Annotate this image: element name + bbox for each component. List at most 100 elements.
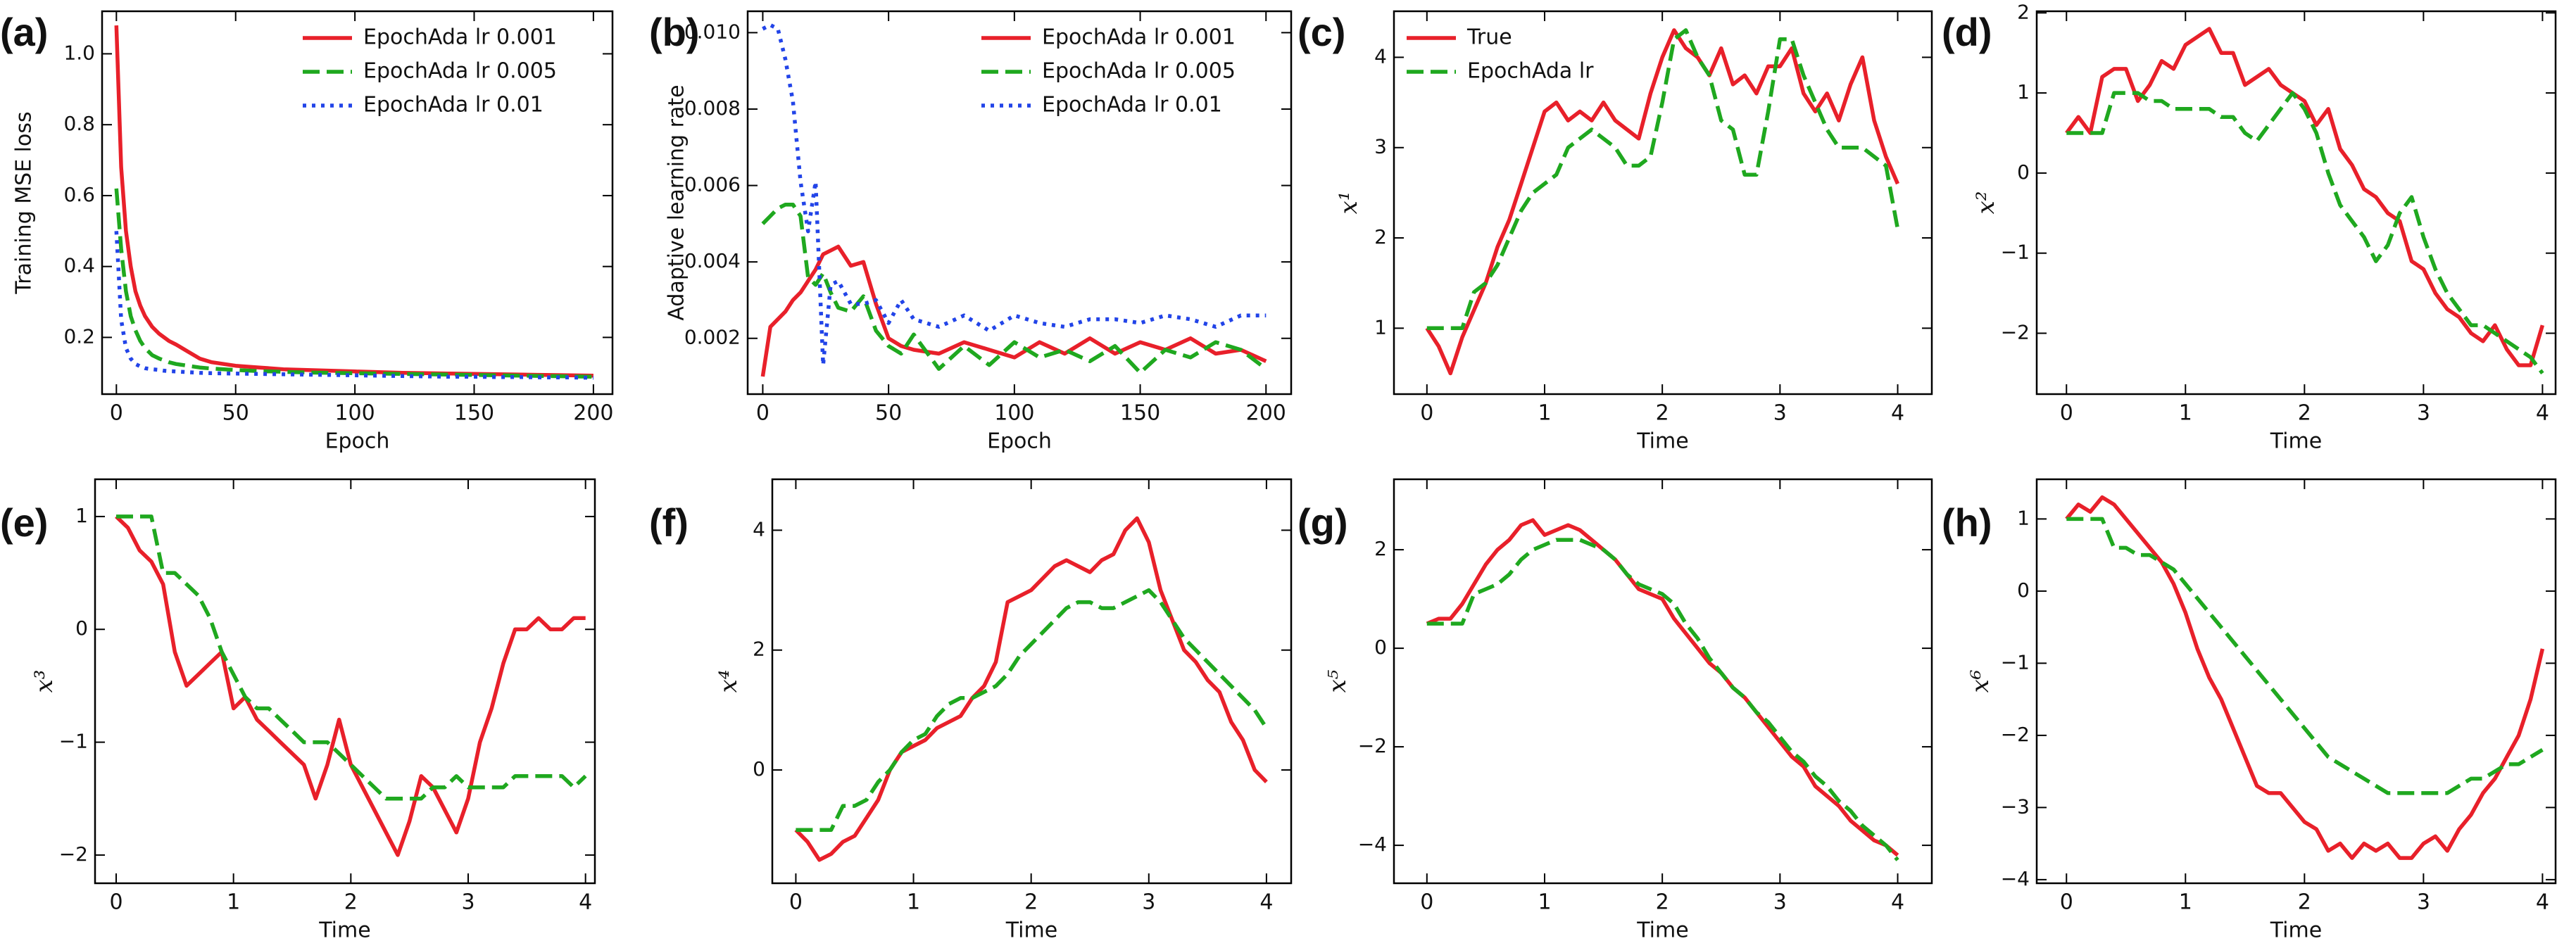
y-tick-label: 1.0: [63, 41, 95, 64]
series-line: [1426, 28, 1900, 331]
legend-label: True: [1466, 25, 1512, 50]
y-tick-label: 0: [2017, 160, 2030, 184]
x-tick-label: 1: [2179, 401, 2192, 426]
x-tick-label: 1: [1538, 401, 1551, 426]
axes-frame: [94, 478, 596, 885]
x-tick-label: 2: [1024, 890, 1038, 915]
y-tick-label: 3: [1374, 135, 1387, 158]
x-tick-label: 4: [1259, 890, 1273, 915]
y-tick-label: −2: [1358, 734, 1387, 757]
axes-frame: [2035, 478, 2557, 885]
x-tick-label: 3: [1773, 890, 1787, 915]
x-tick-label: 100: [334, 401, 375, 426]
y-tick-label: 0.006: [684, 173, 741, 196]
axes-frame: [1393, 10, 1933, 396]
x-tick-label: 4: [2536, 890, 2549, 915]
x-tick-label: 2: [1656, 401, 1669, 426]
y-axis-label: x³: [30, 670, 58, 693]
y-tick-label: 0.004: [684, 249, 741, 272]
x-tick-label: 50: [222, 401, 249, 426]
x-tick-label: 50: [875, 401, 902, 426]
series-line: [116, 514, 587, 801]
axes-frame: [1393, 478, 1933, 885]
y-tick-label: −1: [2001, 241, 2030, 264]
x-tick-label: 150: [454, 401, 494, 426]
legend-label: EpochAda lr 0.01: [1042, 93, 1222, 118]
legend-label: EpochAda lr 0.01: [363, 93, 544, 118]
x-tick-label: 4: [1891, 890, 1904, 915]
y-tick-label: 0: [1374, 636, 1387, 659]
x-tick-label: 0: [2060, 401, 2073, 426]
x-tick-label: 4: [1891, 401, 1904, 426]
y-tick-label: −2: [2001, 723, 2030, 746]
x-axis-label: Epoch: [325, 429, 390, 454]
y-axis-label: Training MSE loss: [12, 111, 37, 294]
y-tick-label: 1: [1374, 315, 1387, 339]
x-tick-label: 0: [1420, 890, 1433, 915]
panel-label: (h): [1942, 500, 1992, 545]
y-tick-label: 0.4: [63, 254, 95, 277]
panel-label: (a): [0, 10, 48, 54]
legend-label: EpochAda lr 0.001: [363, 25, 557, 50]
y-tick-label: 0.008: [684, 96, 741, 120]
x-axis-label: Time: [1636, 918, 1688, 943]
y-tick-label: −1: [59, 730, 88, 753]
y-tick-label: 0: [2017, 579, 2030, 602]
legend-label: EpochAda lr 0.005: [363, 59, 557, 84]
series-line: [2066, 517, 2544, 795]
x-tick-label: 0: [2060, 890, 2073, 915]
x-tick-label: 4: [2536, 401, 2549, 426]
x-tick-label: 2: [1656, 890, 1669, 915]
panel-label: (d): [1942, 10, 1992, 54]
series-line: [114, 25, 593, 378]
y-tick-label: −1: [2001, 650, 2030, 674]
x-axis-label: Time: [2270, 918, 2322, 943]
y-tick-label: −2: [59, 842, 88, 866]
series-line: [1426, 538, 1899, 861]
panel-label: (c): [1298, 10, 1345, 54]
series-line: [114, 188, 593, 379]
x-tick-label: 200: [1246, 401, 1286, 426]
y-tick-label: 0.002: [684, 326, 741, 349]
y-axis-label: x⁴: [715, 670, 743, 693]
y-tick-label: 0.8: [63, 112, 95, 135]
x-tick-label: 1: [2179, 890, 2192, 915]
series-line: [796, 588, 1269, 832]
x-tick-label: 0: [789, 890, 803, 915]
axes-frame: [746, 10, 1293, 396]
axes-frame: [771, 478, 1293, 885]
series-line: [794, 516, 1268, 862]
y-tick-label: 2: [1374, 225, 1387, 248]
series-line: [2066, 91, 2544, 375]
panel-label: (g): [1298, 500, 1348, 545]
y-tick-label: 1: [2017, 506, 2030, 529]
x-tick-label: 1: [907, 890, 920, 915]
x-tick-label: 3: [2417, 890, 2430, 915]
y-tick-label: 2: [753, 638, 765, 661]
axes-frame: [2035, 10, 2557, 396]
x-tick-label: 4: [579, 890, 592, 915]
x-tick-label: 200: [573, 401, 613, 426]
y-tick-label: −2: [2001, 321, 2030, 344]
panel-label: (f): [649, 500, 689, 545]
legend-label: EpochAda lr 0.001: [1042, 25, 1236, 50]
x-tick-label: 1: [227, 890, 240, 915]
y-tick-label: 1: [75, 504, 88, 527]
y-tick-label: 2: [2017, 0, 2030, 23]
y-axis-label: x⁵: [1324, 669, 1352, 693]
y-tick-label: 0.010: [684, 20, 741, 43]
y-tick-label: 0: [753, 757, 765, 780]
y-tick-label: 0.6: [63, 183, 95, 206]
series-line: [1426, 518, 1899, 857]
y-tick-label: 4: [1374, 44, 1387, 68]
panel-label: (e): [0, 500, 48, 545]
x-tick-label: 0: [110, 401, 123, 426]
x-tick-label: 3: [2417, 401, 2430, 426]
series-line: [761, 202, 1267, 375]
x-tick-label: 2: [2298, 890, 2311, 915]
x-axis-label: Time: [1005, 918, 1057, 943]
series-line: [1425, 28, 1900, 376]
x-tick-label: 1: [1538, 890, 1551, 915]
series-line: [2065, 495, 2545, 860]
x-tick-label: 0: [109, 890, 122, 915]
